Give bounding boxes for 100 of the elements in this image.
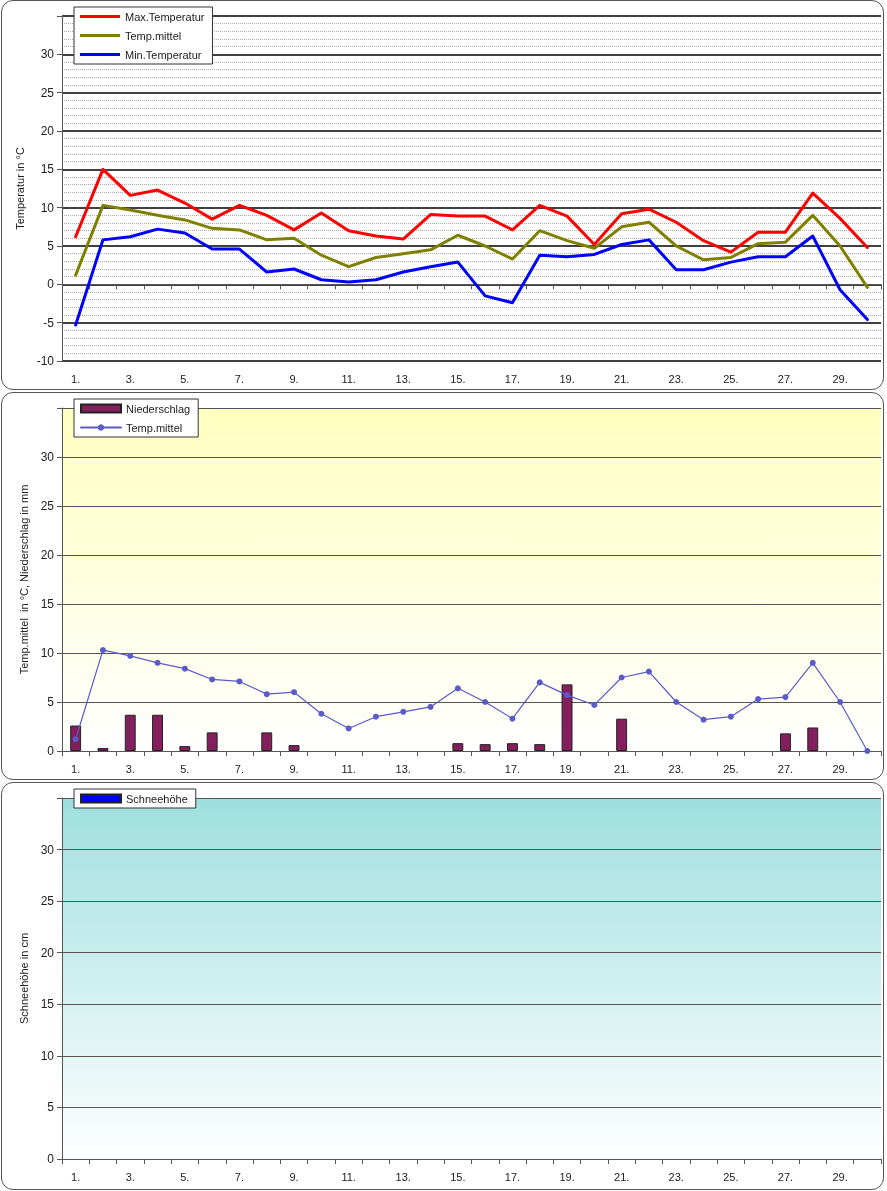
- y-tick-label: 5: [47, 239, 55, 253]
- x-tick-label: 29.: [832, 762, 848, 775]
- x-tick-label: 25.: [723, 372, 739, 385]
- point: [564, 692, 571, 699]
- x-tick-label: 19.: [559, 1170, 575, 1183]
- legend-label: Temp.mittel: [125, 29, 182, 42]
- y-tick-label: 5: [47, 695, 55, 709]
- y-tick-label: 20: [40, 945, 55, 960]
- y-axis-title: Schneehöhe in cm: [18, 932, 31, 1025]
- x-tick-label: 9.: [289, 1170, 299, 1183]
- x-tick-label: 1.: [71, 762, 81, 775]
- x-tick-label: 29.: [832, 372, 848, 385]
- legend-label: Max.Temperatur: [125, 10, 205, 23]
- x-tick-label: 1.: [71, 372, 81, 385]
- x-tick-label: 17.: [504, 762, 521, 775]
- point: [263, 691, 270, 698]
- point: [864, 748, 871, 754]
- point: [181, 665, 188, 672]
- x-tick-label: 9.: [289, 762, 299, 775]
- legend-label: Temp.mittel: [126, 421, 183, 434]
- y-tick-label: 15: [40, 162, 55, 177]
- point: [482, 699, 489, 705]
- x-tick-label: 7.: [234, 372, 245, 385]
- y-tick-label: 15: [40, 997, 55, 1012]
- y-tick-label: -5: [43, 315, 55, 330]
- x-tick-label: 7.: [234, 762, 245, 775]
- x-tick-label: 5.: [180, 372, 190, 385]
- x-tick-label: 17.: [504, 1170, 521, 1183]
- point: [454, 685, 461, 692]
- bar: [807, 727, 819, 751]
- point: [727, 713, 734, 720]
- x-tick-label: 21.: [614, 1170, 630, 1183]
- point: [427, 703, 434, 710]
- x-tick-label: 9.: [289, 372, 299, 385]
- x-tick-label: 19.: [559, 372, 575, 385]
- point: [509, 715, 516, 722]
- y-tick-label: -10: [36, 354, 55, 368]
- y-axis-title: Temp.mittel in °C, Niederschlag in mm: [18, 484, 31, 675]
- y-tick-label: 5: [47, 1100, 55, 1115]
- y-tick-label: 10: [40, 1048, 55, 1063]
- point: [345, 725, 352, 732]
- x-tick-label: 1.: [71, 1170, 81, 1183]
- point: [400, 708, 407, 715]
- x-tick-label: 15.: [450, 762, 466, 775]
- x-tick-label: 13.: [395, 372, 411, 385]
- x-tick-label: 5.: [180, 1170, 190, 1183]
- bar: [561, 684, 573, 751]
- x-tick-label: 25.: [723, 1170, 739, 1183]
- x-tick-label: 25.: [723, 762, 739, 775]
- point: [318, 710, 325, 717]
- point: [291, 689, 298, 696]
- bar: [179, 746, 191, 751]
- x-tick-label: 23.: [668, 372, 684, 385]
- x-tick-label: 3.: [125, 1170, 135, 1183]
- x-tick-label: 21.: [614, 762, 630, 775]
- point: [700, 716, 707, 723]
- y-tick-label: 25: [40, 85, 55, 100]
- bar: [206, 732, 218, 751]
- x-tick-label: 17.: [504, 372, 521, 385]
- y-tick-label: 0: [47, 1152, 55, 1166]
- bar: [616, 718, 628, 751]
- legend-label: Niederschlag: [126, 402, 191, 415]
- line-series: [74, 167, 869, 254]
- legend-label: Min.Temperatur: [125, 48, 202, 61]
- y-tick-label: 20: [40, 548, 55, 562]
- bar: [261, 732, 273, 751]
- point: [809, 659, 816, 666]
- x-tick-label: 13.: [395, 762, 411, 775]
- bar: [479, 744, 491, 751]
- bar: [534, 744, 546, 751]
- point: [837, 699, 844, 705]
- bar: [452, 743, 464, 751]
- x-tick-label: 15.: [450, 372, 466, 385]
- line-series: [74, 203, 869, 289]
- y-axis-title: Temperatur in °C: [14, 147, 27, 230]
- y-tick-label: 10: [40, 200, 55, 215]
- point: [236, 678, 243, 685]
- x-tick-label: 3.: [125, 762, 135, 775]
- y-tick-label: 10: [40, 646, 55, 660]
- y-tick-label: 30: [40, 842, 55, 857]
- y-tick-label: 20: [40, 124, 55, 138]
- bar: [152, 714, 164, 751]
- x-tick-label: 19.: [559, 762, 575, 775]
- bar: [124, 714, 136, 751]
- x-tick-label: 11.: [341, 762, 356, 775]
- x-tick-label: 27.: [777, 372, 794, 385]
- y-tick-label: 0: [47, 744, 55, 758]
- x-tick-label: 7.: [234, 1170, 245, 1183]
- line-series: [74, 227, 869, 327]
- point: [645, 668, 652, 675]
- point: [127, 652, 134, 659]
- bar: [288, 745, 300, 751]
- point: [673, 699, 680, 705]
- y-tick-label: 25: [40, 499, 55, 513]
- x-tick-label: 23.: [668, 1170, 684, 1183]
- point: [755, 696, 762, 703]
- x-tick-label: 29.: [832, 1170, 848, 1183]
- x-tick-label: 11.: [341, 372, 356, 385]
- x-tick-label: 3.: [125, 372, 135, 385]
- x-tick-label: 27.: [777, 762, 794, 775]
